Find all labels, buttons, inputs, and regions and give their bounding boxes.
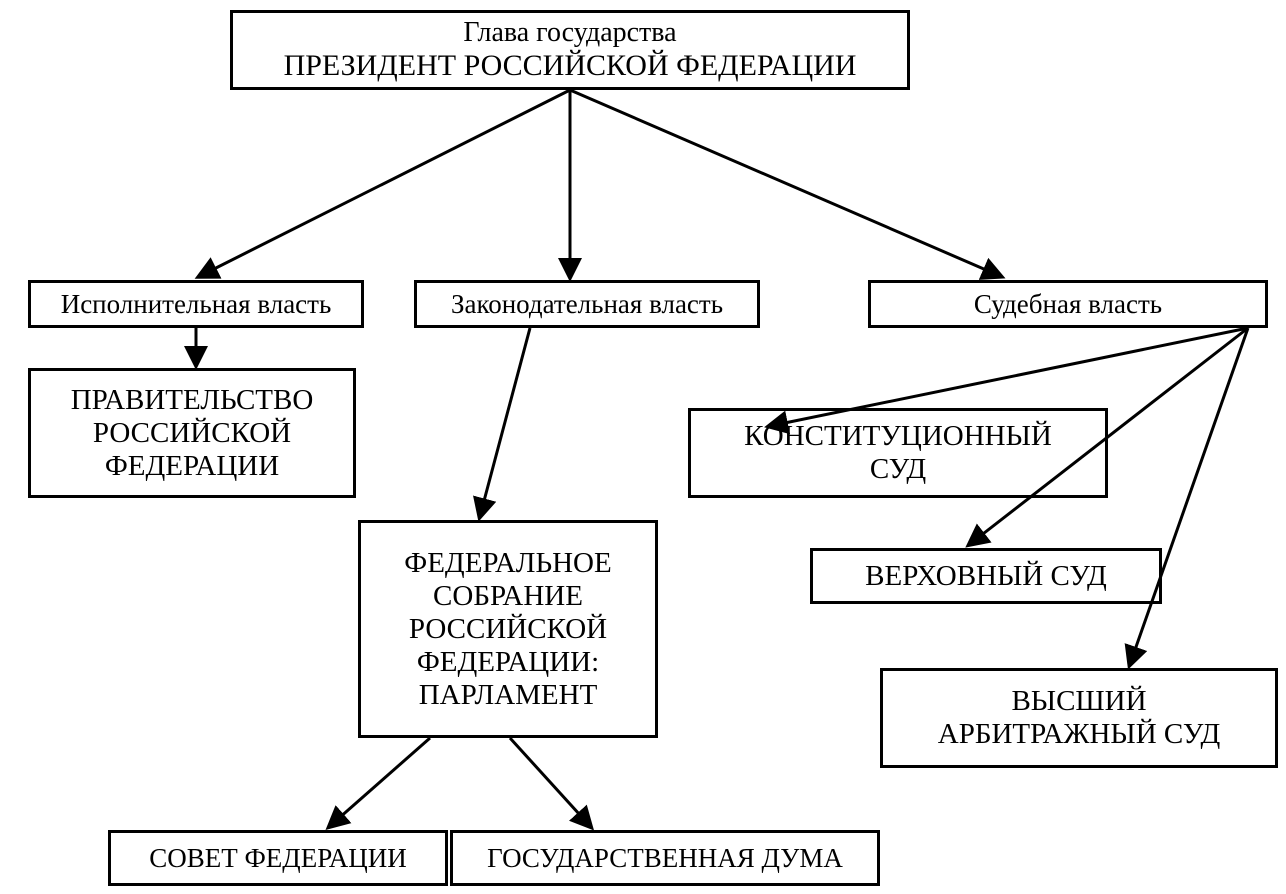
node-arbitration: ВЫСШИЙ АРБИТРАЖНЫЙ СУД — [880, 668, 1278, 768]
node-constitutional: КОНСТИТУЦИОННЫЙ СУД — [688, 408, 1108, 498]
node-head: Глава государства ПРЕЗИДЕНТ РОССИЙСКОЙ Ф… — [230, 10, 910, 90]
node-legislative-line1: Законодательная власть — [451, 289, 723, 320]
node-federal-assembly-line2: СОБРАНИЕ — [433, 580, 583, 613]
node-executive: Исполнительная власть — [28, 280, 364, 328]
node-government-line3: ФЕДЕРАЦИИ — [105, 450, 279, 483]
node-head-line1: Глава государства — [463, 17, 676, 49]
node-government: ПРАВИТЕЛЬСТВО РОССИЙСКОЙ ФЕДЕРАЦИИ — [28, 368, 356, 498]
node-constitutional-line2: СУД — [870, 453, 926, 486]
node-federal-assembly-line3: РОССИЙСКОЙ — [409, 613, 607, 646]
node-federal-assembly-line4: ФЕДЕРАЦИИ: — [417, 646, 599, 679]
node-federal-assembly: ФЕДЕРАЛЬНОЕ СОБРАНИЕ РОССИЙСКОЙ ФЕДЕРАЦИ… — [358, 520, 658, 738]
node-federal-assembly-line5: ПАРЛАМЕНТ — [419, 679, 598, 712]
node-arbitration-line1: ВЫСШИЙ — [1011, 685, 1146, 718]
node-supreme-line1: ВЕРХОВНЫЙ СУД — [865, 560, 1107, 593]
node-legislative: Законодательная власть — [414, 280, 760, 328]
node-constitutional-line1: КОНСТИТУЦИОННЫЙ — [744, 420, 1052, 453]
node-arbitration-line2: АРБИТРАЖНЫЙ СУД — [938, 718, 1221, 751]
node-federation-council: СОВЕТ ФЕДЕРАЦИИ — [108, 830, 448, 886]
node-head-line2: ПРЕЗИДЕНТ РОССИЙСКОЙ ФЕДЕРАЦИИ — [284, 49, 857, 83]
node-supreme: ВЕРХОВНЫЙ СУД — [810, 548, 1162, 604]
node-state-duma-line1: ГОСУДАРСТВЕННАЯ ДУМА — [487, 843, 843, 874]
node-government-line1: ПРАВИТЕЛЬСТВО — [71, 384, 314, 417]
node-federation-council-line1: СОВЕТ ФЕДЕРАЦИИ — [149, 843, 407, 874]
node-government-line2: РОССИЙСКОЙ — [93, 417, 291, 450]
node-executive-line1: Исполнительная власть — [61, 289, 332, 320]
node-judicial: Судебная власть — [868, 280, 1268, 328]
node-federal-assembly-line1: ФЕДЕРАЛЬНОЕ — [404, 547, 611, 580]
node-judicial-line1: Судебная власть — [974, 289, 1162, 320]
node-state-duma: ГОСУДАРСТВЕННАЯ ДУМА — [450, 830, 880, 886]
